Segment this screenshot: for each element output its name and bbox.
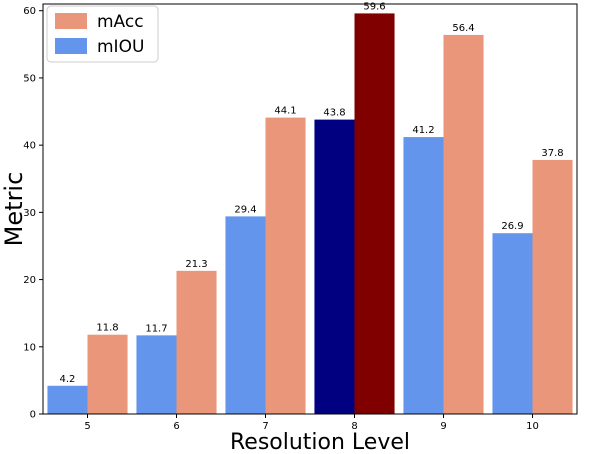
x-axis-label: Resolution Level [230, 430, 410, 454]
bar-macc-7 [265, 117, 306, 415]
bar-miou-9 [403, 137, 444, 414]
value-label-miou-7: 29.4 [234, 204, 256, 215]
bar-miou-7 [225, 216, 266, 414]
bar-macc-5 [87, 334, 128, 414]
value-label-macc-7: 44.1 [274, 106, 296, 117]
y-tick-label: 50 [23, 73, 36, 84]
value-label-macc-5: 11.8 [96, 323, 118, 334]
x-axis-ticks: 5 6 7 8 9 10 [84, 414, 539, 432]
x-tick-label: 10 [526, 421, 539, 432]
value-label-macc-8: 59.6 [363, 1, 385, 12]
legend-swatch-macc [55, 13, 87, 29]
legend: mAcc mIOU [46, 5, 159, 63]
bar-miou-5 [47, 385, 88, 414]
value-label-macc-6: 21.3 [185, 259, 207, 270]
x-tick-label: 7 [262, 421, 268, 432]
y-tick-label: 20 [23, 275, 36, 286]
bar-macc-9 [443, 34, 484, 415]
y-tick-label: 60 [23, 6, 36, 17]
x-tick-label: 9 [440, 421, 446, 432]
bars-layer [47, 13, 573, 415]
x-tick-label: 8 [351, 421, 357, 432]
y-tick-label: 0 [30, 410, 36, 421]
x-tick-label: 5 [84, 421, 90, 432]
y-tick-label: 40 [23, 141, 36, 152]
value-label-miou-9: 41.2 [412, 125, 434, 136]
y-axis-ticks: 0 10 20 30 40 50 60 [23, 6, 43, 421]
y-tick-label: 30 [23, 208, 36, 219]
value-label-macc-9: 56.4 [452, 23, 474, 34]
legend-label-macc: mAcc [97, 12, 144, 32]
legend-swatch-miou [55, 38, 87, 54]
y-axis-label: Metric [0, 172, 28, 247]
value-label-miou-6: 11.7 [145, 323, 167, 334]
value-labels-layer: 4.2 11.8 11.7 21.3 29.4 44.1 43.8 59.6 41.2 56.4 2… [60, 1, 564, 384]
plot-frame [42, 3, 578, 415]
value-label-miou-10: 26.9 [501, 221, 523, 232]
bar-macc-6 [176, 270, 217, 414]
value-label-macc-10: 37.8 [541, 148, 563, 159]
value-label-miou-5: 4.2 [60, 374, 76, 385]
x-tick-label: 6 [173, 421, 179, 432]
bar-miou-6 [136, 335, 177, 414]
legend-label-miou: mIOU [97, 37, 144, 57]
bar-miou-8 [314, 119, 355, 414]
bar-macc-10 [532, 159, 573, 414]
value-label-miou-8: 43.8 [323, 108, 345, 119]
bar-macc-8 [354, 13, 395, 414]
bar-miou-10 [492, 233, 533, 414]
y-tick-label: 10 [23, 342, 36, 353]
